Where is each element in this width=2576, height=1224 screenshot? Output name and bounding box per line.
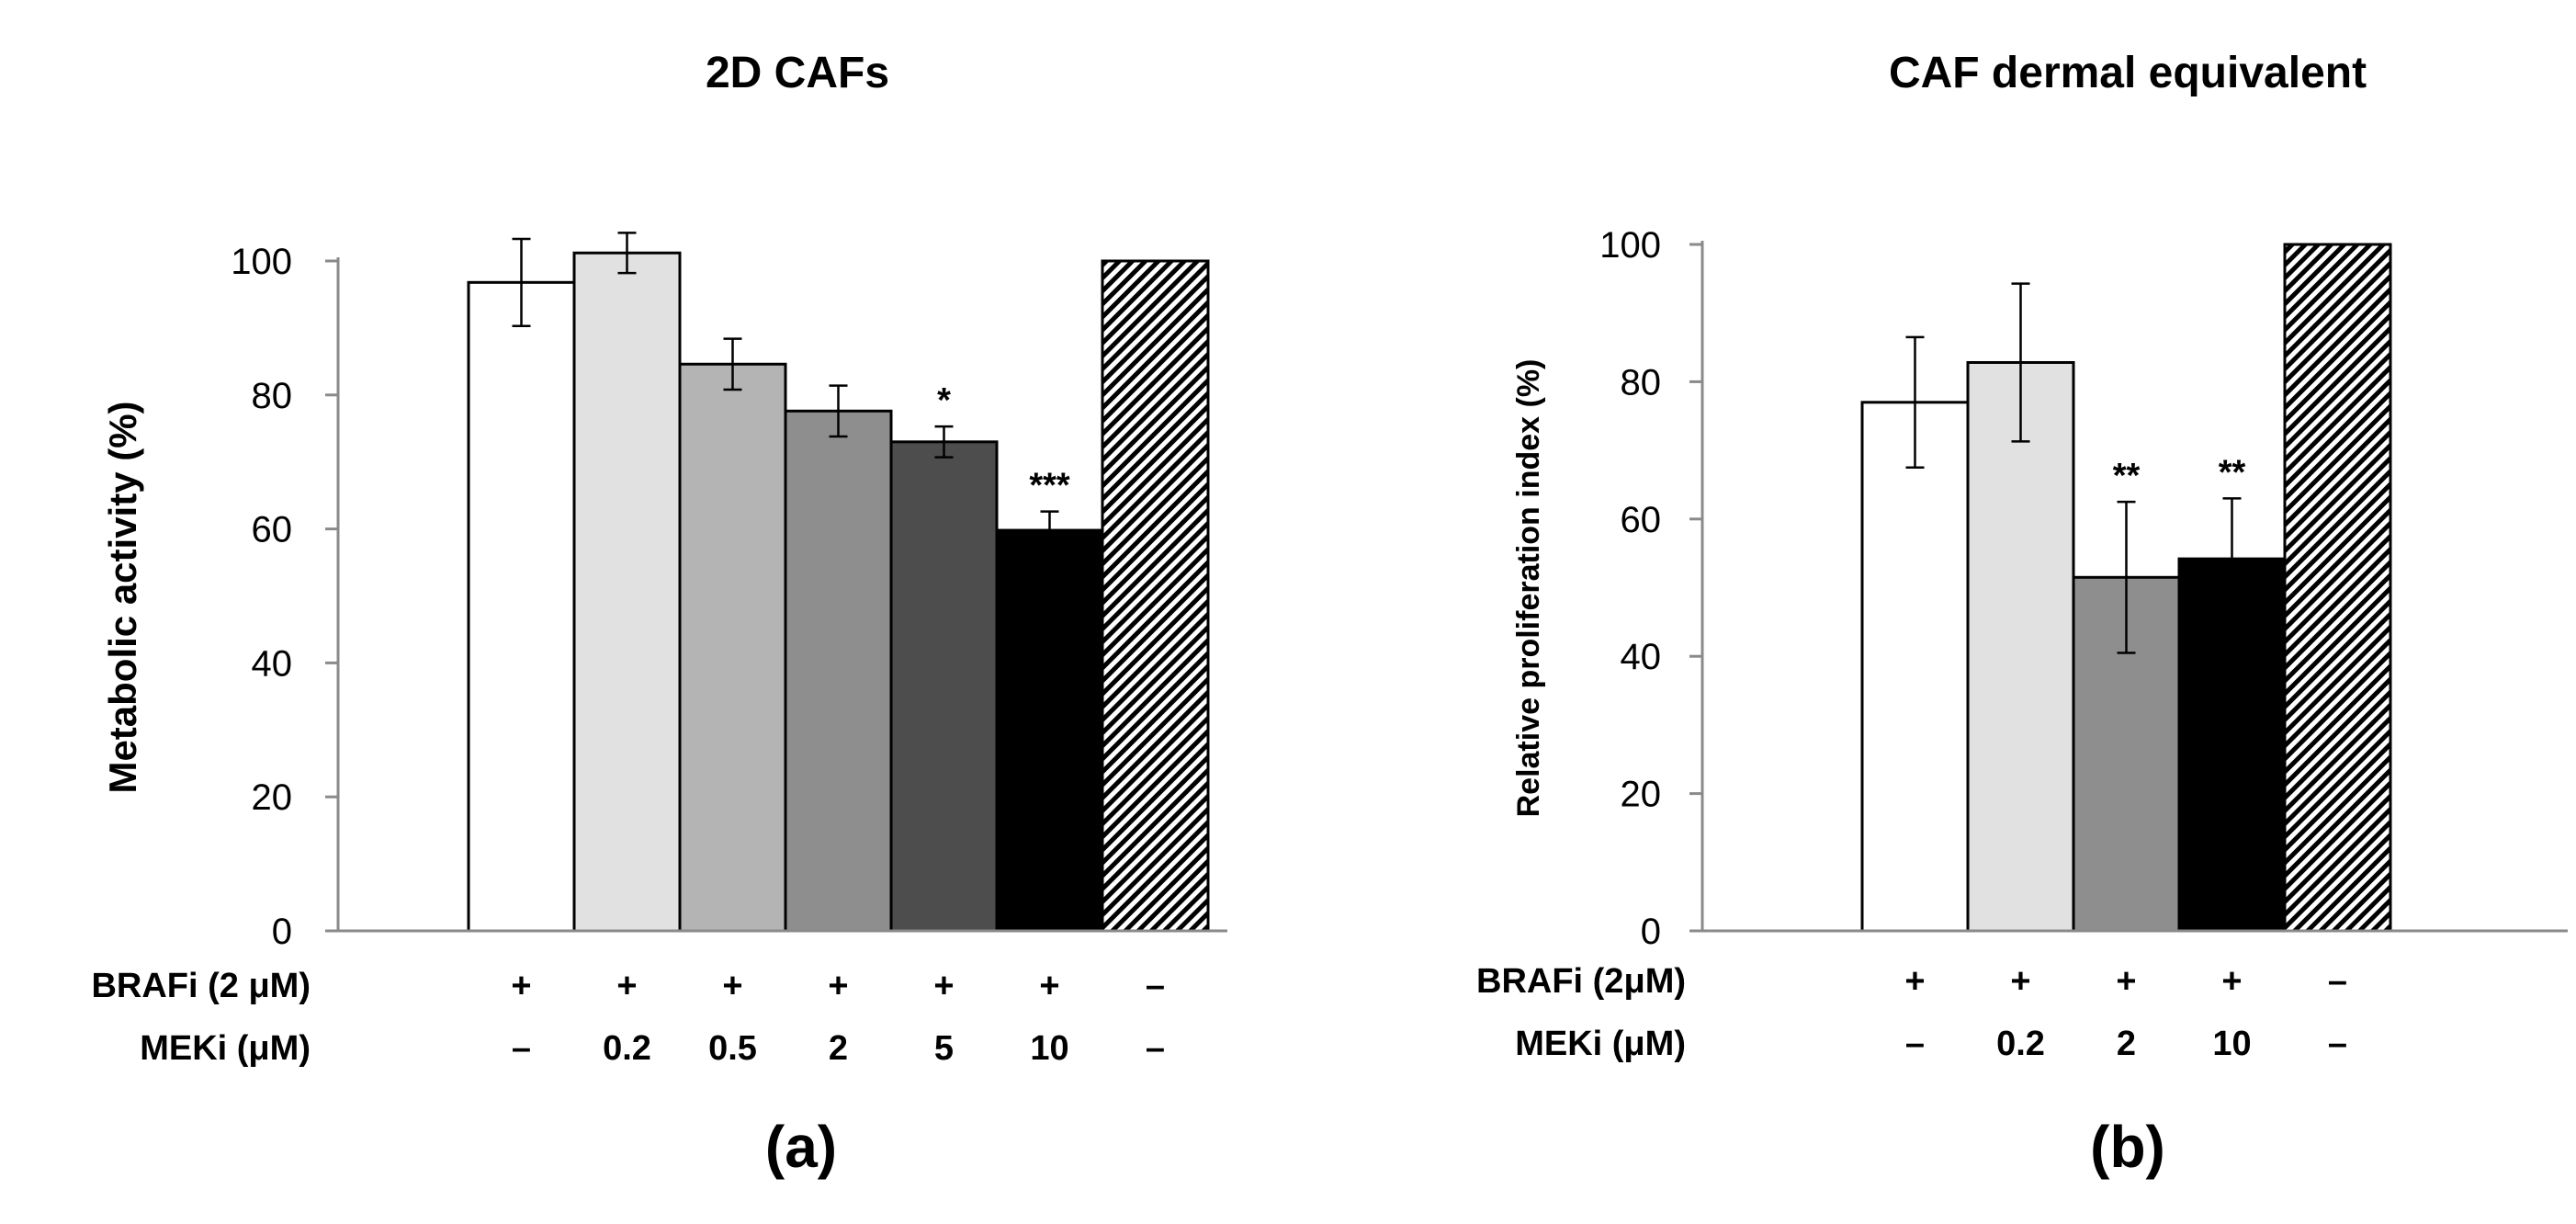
braf-condition-label: + <box>933 967 954 1005</box>
y-tick-label: 20 <box>252 777 293 818</box>
significance-marker: *** <box>1029 467 1070 505</box>
panel-label: (b) <box>2090 1114 2165 1180</box>
braf-condition-label: + <box>2010 962 2030 1001</box>
bar <box>1966 360 2075 933</box>
mek-condition-label: 5 <box>934 1029 954 1068</box>
significance-marker: ** <box>2219 453 2246 492</box>
braf-condition-label: + <box>2116 962 2136 1001</box>
braf-row-label: BRAFi (2 μM) <box>91 967 311 1005</box>
mek-condition-label: 10 <box>1030 1029 1068 1068</box>
bar <box>995 528 1104 933</box>
braf-condition-label: + <box>2221 962 2242 1001</box>
significance-marker: ** <box>2113 457 2141 495</box>
y-tick-label: 0 <box>1641 912 1661 952</box>
mek-condition-label: 2 <box>2117 1025 2136 1063</box>
bar <box>1101 259 1210 933</box>
chart-title: CAF dermal equivalent <box>1889 49 2367 97</box>
chart-a-2d-cafs: 2D CAFs Metabolic activity (%) 0 20 40 60 80 10… <box>91 49 1227 1180</box>
bar <box>1860 401 1970 933</box>
braf-condition-label: + <box>722 967 742 1005</box>
mek-condition-label: – <box>512 1029 531 1068</box>
y-axis-label: Relative proliferation index (%) <box>1511 359 1546 818</box>
mek-condition-label: – <box>1905 1025 1925 1063</box>
y-tick-label: 40 <box>1621 637 1662 677</box>
y-tick-label: 100 <box>231 242 292 282</box>
mek-condition-label: – <box>1146 1029 1165 1068</box>
braf-condition-label: – <box>2328 962 2347 1001</box>
mek-row-label: MEKi (μM) <box>140 1029 311 1068</box>
braf-condition-label: + <box>1904 962 1925 1001</box>
panel-label: (a) <box>765 1114 837 1180</box>
braf-condition-label: + <box>1039 967 1059 1005</box>
mek-condition-label: 10 <box>2212 1025 2251 1063</box>
braf-condition-label: + <box>616 967 637 1005</box>
mek-condition-label: – <box>2328 1025 2347 1063</box>
y-tick-label: 80 <box>252 376 293 416</box>
braf-condition-label: + <box>511 967 531 1005</box>
y-tick-label: 60 <box>252 510 293 550</box>
bar <box>2283 243 2392 933</box>
chart-b-caf-dermal-equivalent: CAF dermal equivalent Relative proliferat… <box>1476 49 2568 1180</box>
bar <box>678 362 787 933</box>
mek-condition-label: 2 <box>829 1029 848 1068</box>
y-tick-label: 0 <box>272 912 292 952</box>
y-tick-label: 20 <box>1621 775 1662 815</box>
braf-condition-label: – <box>1146 967 1165 1005</box>
mek-condition-label: 0.5 <box>708 1029 757 1068</box>
chart-title: 2D CAFs <box>706 49 889 97</box>
bar <box>572 251 682 933</box>
significance-marker: * <box>937 381 951 420</box>
y-axis-label: Metabolic activity (%) <box>101 401 144 793</box>
braf-condition-label: + <box>828 967 848 1005</box>
braf-row-label: BRAFi (2μM) <box>1476 962 1686 1001</box>
bar <box>467 280 576 933</box>
bar <box>784 409 893 933</box>
mek-condition-label: 0.2 <box>603 1029 651 1068</box>
y-tick-label: 80 <box>1621 362 1662 402</box>
y-tick-label: 40 <box>252 643 293 684</box>
mek-condition-label: 0.2 <box>1996 1025 2045 1063</box>
y-tick-label: 100 <box>1599 225 1661 266</box>
bar <box>889 440 999 933</box>
y-tick-label: 60 <box>1621 500 1662 540</box>
mek-row-label: MEKi (μM) <box>1515 1025 1686 1063</box>
